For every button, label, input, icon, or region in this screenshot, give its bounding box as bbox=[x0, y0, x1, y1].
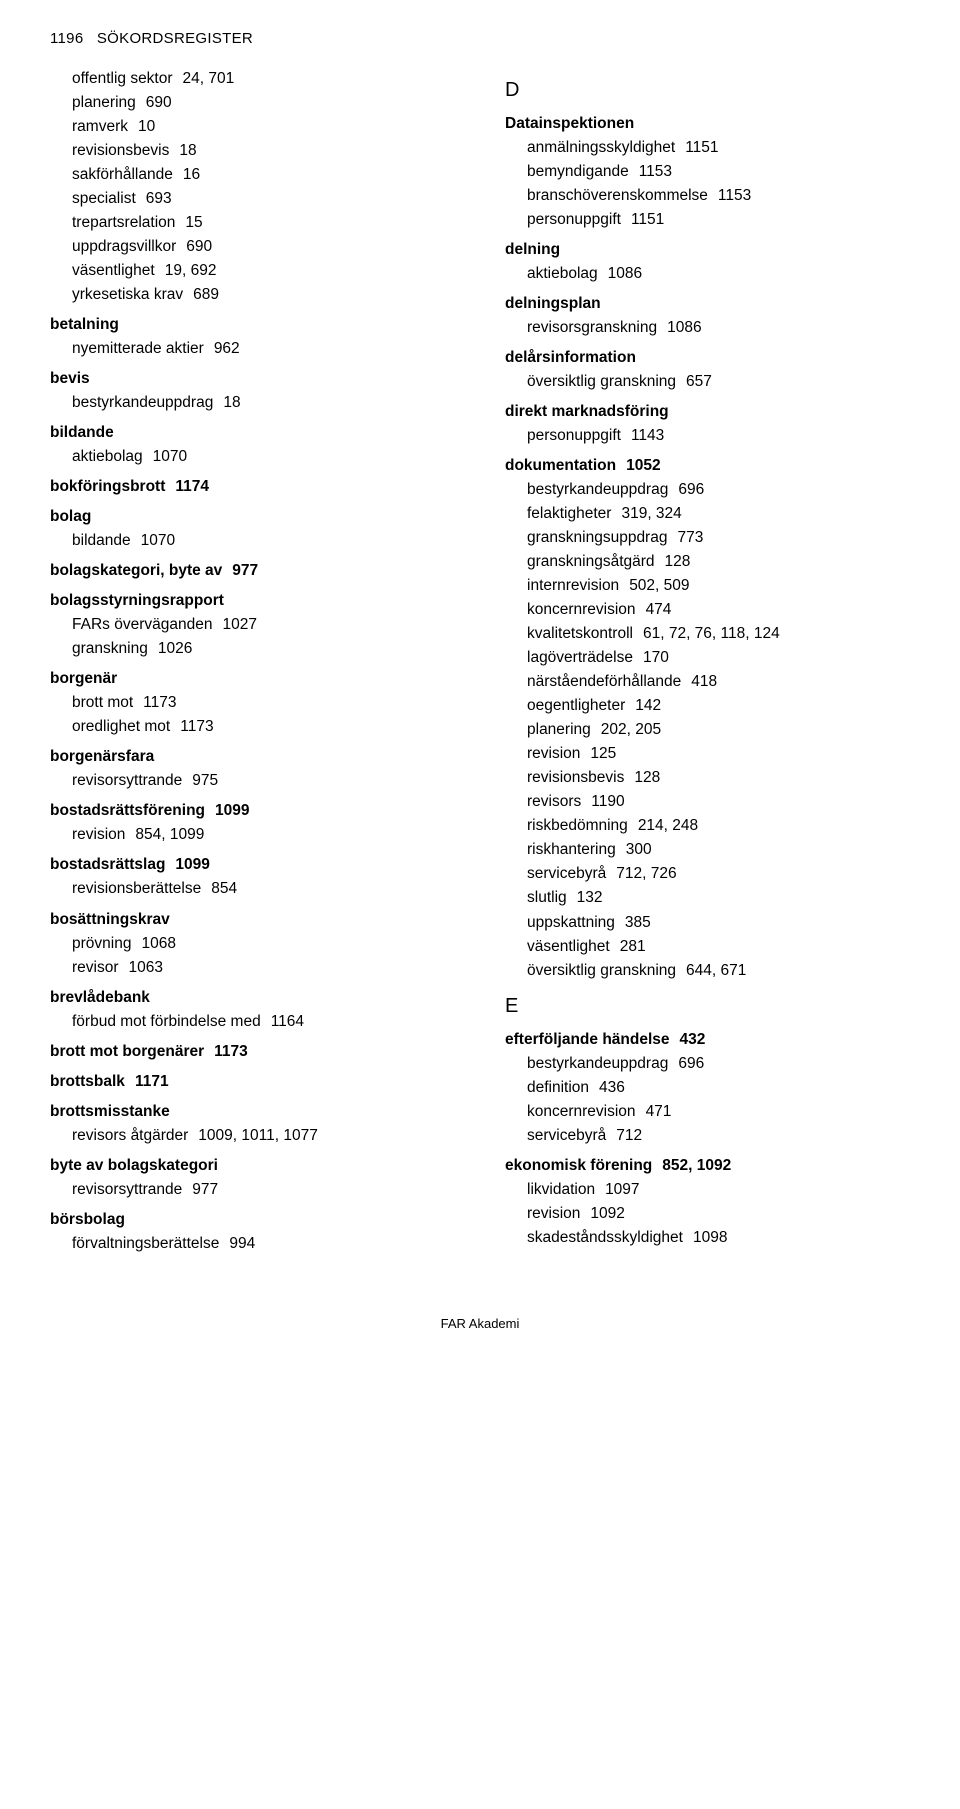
index-sub: ramverk10 bbox=[72, 115, 455, 139]
index-sub: felaktigheter319, 324 bbox=[527, 502, 910, 526]
index-sub: granskningsåtgärd128 bbox=[527, 550, 910, 574]
index-sub: riskbedömning214, 248 bbox=[527, 814, 910, 838]
section-letter-d: D bbox=[505, 75, 910, 106]
index-head: brott mot borgenärer1173 bbox=[50, 1040, 455, 1064]
index-head: efterföljande händelse432 bbox=[505, 1028, 910, 1052]
index-sub: förbud mot förbindelse med1164 bbox=[72, 1010, 455, 1034]
index-sub: granskningsuppdrag773 bbox=[527, 526, 910, 550]
index-head: Datainspektionen bbox=[505, 112, 910, 136]
index-sub: servicebyrå712, 726 bbox=[527, 862, 910, 886]
index-sub: definition436 bbox=[527, 1076, 910, 1100]
index-sub: oredlighet mot1173 bbox=[72, 715, 455, 739]
index-sub: lagöverträdelse170 bbox=[527, 646, 910, 670]
index-sub: revision125 bbox=[527, 742, 910, 766]
left-column: offentlig sektor24, 701 planering690 ram… bbox=[50, 67, 455, 1256]
index-head: ekonomisk förening852, 1092 bbox=[505, 1154, 910, 1178]
index-head: bokföringsbrott1174 bbox=[50, 475, 455, 499]
index-sub: branschöverenskommelse1153 bbox=[527, 184, 910, 208]
index-sub: revisors1190 bbox=[527, 790, 910, 814]
index-sub: prövning1068 bbox=[72, 932, 455, 956]
index-sub: aktiebolag1070 bbox=[72, 445, 455, 469]
index-sub: revisor1063 bbox=[72, 956, 455, 980]
index-sub: översiktlig granskning657 bbox=[527, 370, 910, 394]
index-head: bosättningskrav bbox=[50, 908, 455, 932]
index-sub: anmälningsskyldighet1151 bbox=[527, 136, 910, 160]
index-head: börsbolag bbox=[50, 1208, 455, 1232]
right-column: D Datainspektionen anmälningsskyldighet1… bbox=[505, 67, 910, 1256]
index-sub: revision854, 1099 bbox=[72, 823, 455, 847]
index-sub: revisorsyttrande975 bbox=[72, 769, 455, 793]
index-head: bolagskategori, byte av977 bbox=[50, 559, 455, 583]
index-sub: oegentligheter142 bbox=[527, 694, 910, 718]
index-head: borgenärsfara bbox=[50, 745, 455, 769]
index-sub: förvaltningsberättelse994 bbox=[72, 1232, 455, 1256]
index-sub: revisorsgranskning1086 bbox=[527, 316, 910, 340]
index-sub: uppskattning385 bbox=[527, 911, 910, 935]
index-sub: slutlig132 bbox=[527, 886, 910, 910]
index-sub: bemyndigande1153 bbox=[527, 160, 910, 184]
index-sub: trepartsrelation15 bbox=[72, 211, 455, 235]
index-sub: koncernrevision474 bbox=[527, 598, 910, 622]
index-sub: väsentlighet19, 692 bbox=[72, 259, 455, 283]
index-sub: närståendeförhållande418 bbox=[527, 670, 910, 694]
index-head: dokumentation1052 bbox=[505, 454, 910, 478]
index-sub: sakförhållande16 bbox=[72, 163, 455, 187]
section-letter-e: E bbox=[505, 991, 910, 1022]
index-head: betalning bbox=[50, 313, 455, 337]
index-sub: revision1092 bbox=[527, 1202, 910, 1226]
page-footer: FAR Akademi bbox=[50, 1316, 910, 1331]
index-head: delningsplan bbox=[505, 292, 910, 316]
index-head: byte av bolagskategori bbox=[50, 1154, 455, 1178]
index-head: brottsbalk1171 bbox=[50, 1070, 455, 1094]
index-sub: nyemitterade aktier962 bbox=[72, 337, 455, 361]
index-sub: aktiebolag1086 bbox=[527, 262, 910, 286]
index-head: bevis bbox=[50, 367, 455, 391]
index-sub: bestyrkandeuppdrag696 bbox=[527, 1052, 910, 1076]
header-title: SÖKORDSREGISTER bbox=[97, 30, 253, 47]
page-header: 1196 SÖKORDSREGISTER bbox=[50, 30, 910, 47]
index-head: delårsinformation bbox=[505, 346, 910, 370]
index-head: brottsmisstanke bbox=[50, 1100, 455, 1124]
index-sub: revisionsberättelse854 bbox=[72, 877, 455, 901]
index-sub: koncernrevision471 bbox=[527, 1100, 910, 1124]
index-sub: brott mot1173 bbox=[72, 691, 455, 715]
index-sub: personuppgift1143 bbox=[527, 424, 910, 448]
index-sub: offentlig sektor24, 701 bbox=[72, 67, 455, 91]
index-sub: skadeståndsskyldighet1098 bbox=[527, 1226, 910, 1250]
index-sub: väsentlighet281 bbox=[527, 935, 910, 959]
index-columns: offentlig sektor24, 701 planering690 ram… bbox=[50, 67, 910, 1256]
index-head: bostadsrättsförening1099 bbox=[50, 799, 455, 823]
index-sub: bestyrkandeuppdrag18 bbox=[72, 391, 455, 415]
index-head: bostadsrättslag1099 bbox=[50, 853, 455, 877]
page-number: 1196 bbox=[50, 30, 83, 47]
index-sub: riskhantering300 bbox=[527, 838, 910, 862]
index-sub: översiktlig granskning644, 671 bbox=[527, 959, 910, 983]
index-head: borgenär bbox=[50, 667, 455, 691]
index-sub: personuppgift1151 bbox=[527, 208, 910, 232]
index-sub: granskning1026 bbox=[72, 637, 455, 661]
index-sub: kvalitetskontroll61, 72, 76, 118, 124 bbox=[527, 622, 910, 646]
index-head: delning bbox=[505, 238, 910, 262]
index-sub: revisors åtgärder1009, 1011, 1077 bbox=[72, 1124, 455, 1148]
index-head: bolag bbox=[50, 505, 455, 529]
index-sub: planering202, 205 bbox=[527, 718, 910, 742]
index-head: brevlådebank bbox=[50, 986, 455, 1010]
index-sub: servicebyrå712 bbox=[527, 1124, 910, 1148]
index-sub: planering690 bbox=[72, 91, 455, 115]
index-head: bolagsstyrningsrapport bbox=[50, 589, 455, 613]
index-sub: uppdragsvillkor690 bbox=[72, 235, 455, 259]
index-sub: bestyrkandeuppdrag696 bbox=[527, 478, 910, 502]
index-sub: revisionsbevis128 bbox=[527, 766, 910, 790]
index-sub: specialist693 bbox=[72, 187, 455, 211]
index-sub: internrevision502, 509 bbox=[527, 574, 910, 598]
index-sub: yrkesetiska krav689 bbox=[72, 283, 455, 307]
index-sub: likvidation1097 bbox=[527, 1178, 910, 1202]
index-sub: revisionsbevis18 bbox=[72, 139, 455, 163]
index-sub: FARs överväganden1027 bbox=[72, 613, 455, 637]
index-sub: bildande1070 bbox=[72, 529, 455, 553]
index-head: direkt marknadsföring bbox=[505, 400, 910, 424]
index-sub: revisorsyttrande977 bbox=[72, 1178, 455, 1202]
index-head: bildande bbox=[50, 421, 455, 445]
